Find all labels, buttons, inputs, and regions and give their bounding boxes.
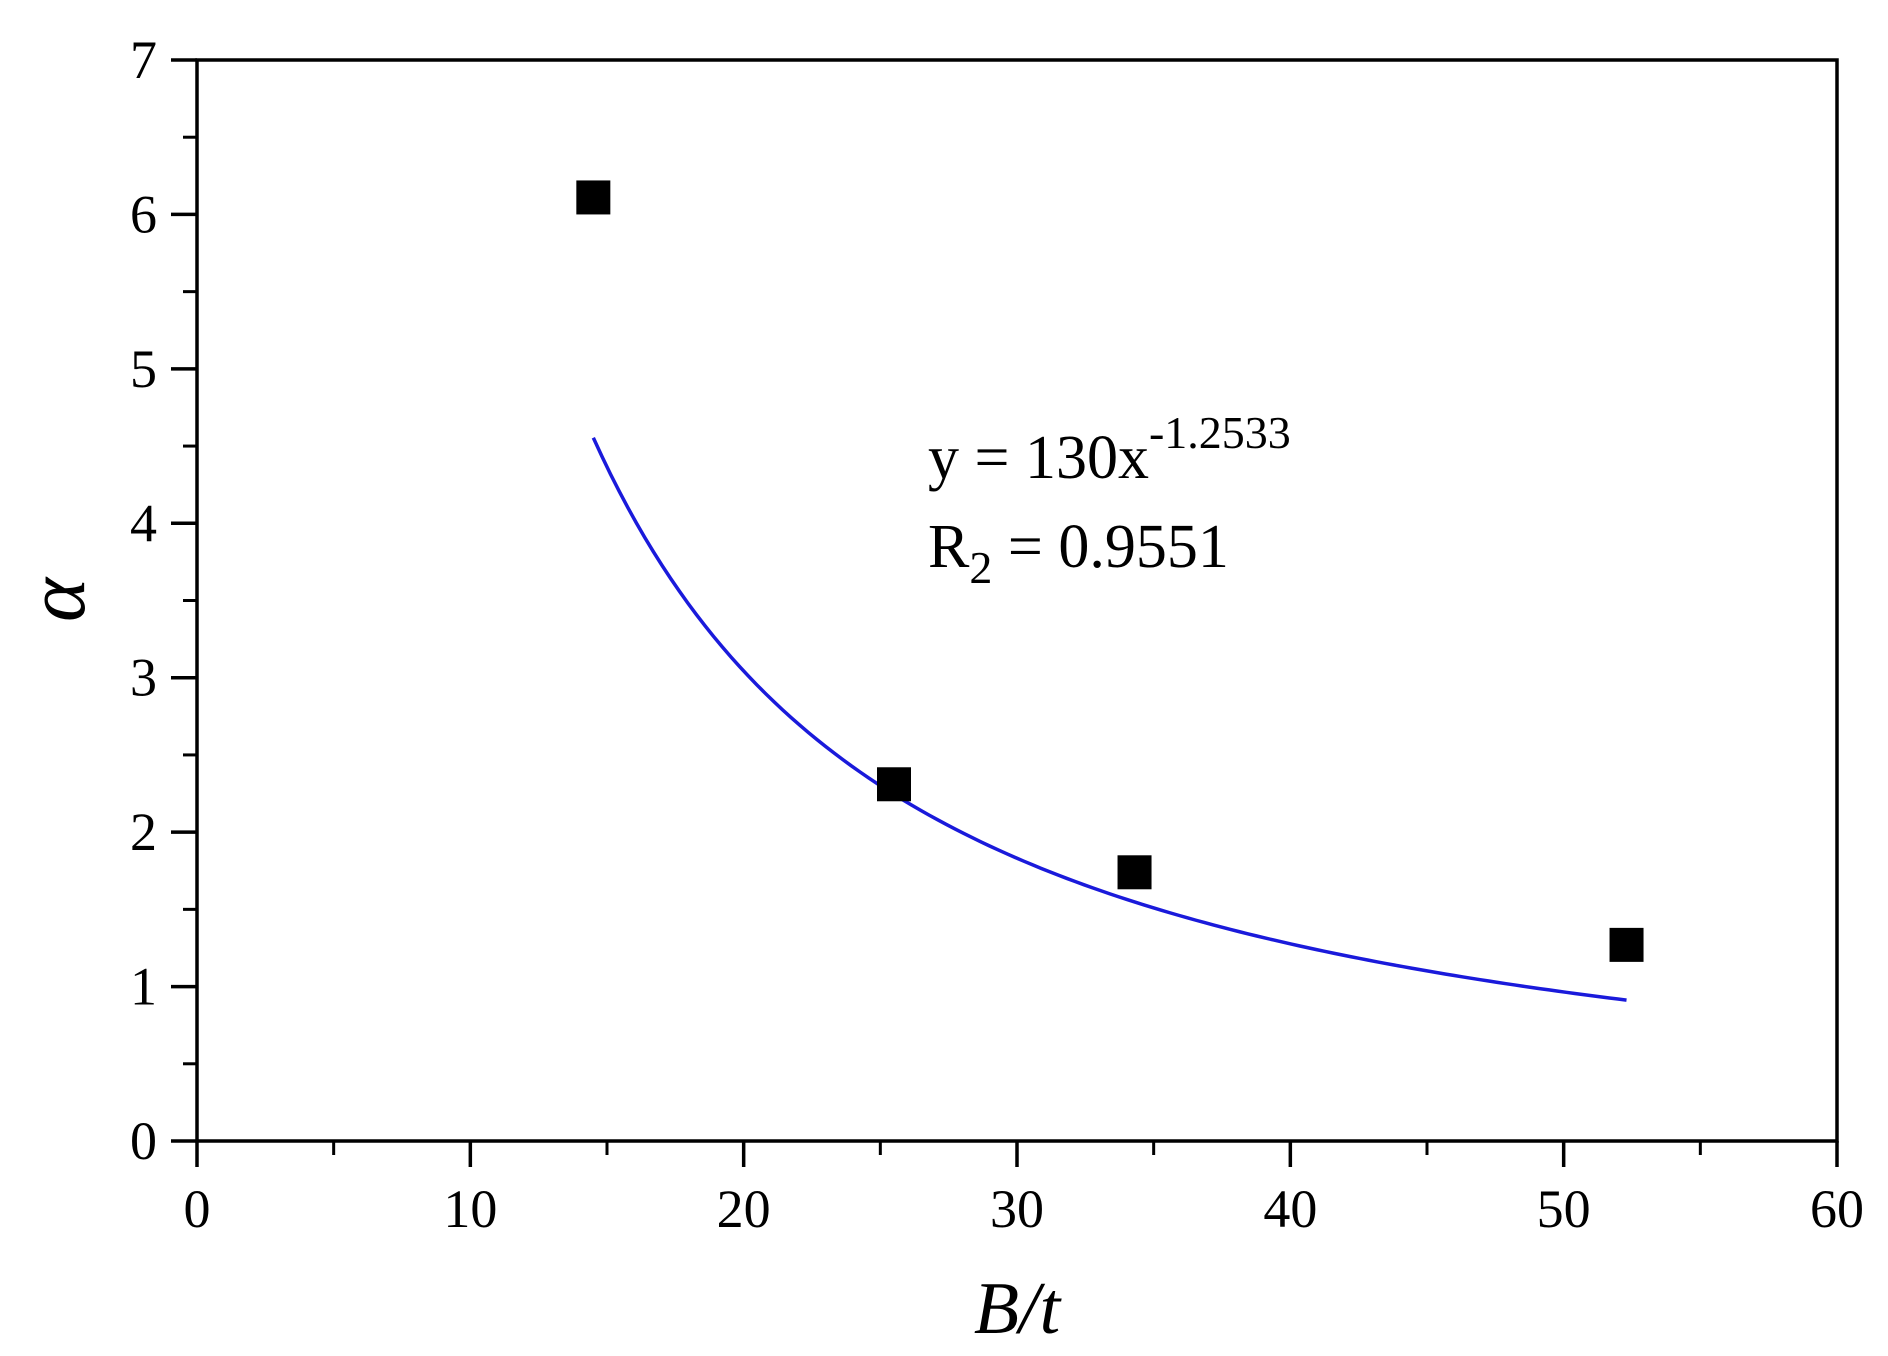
y-tick-label: 2 (130, 802, 157, 862)
r2-label: R (928, 513, 970, 581)
x-tick-label: 30 (990, 1179, 1044, 1239)
plot-area-border (195, 58, 1839, 1143)
x-axis-title: B/t (974, 1268, 1063, 1350)
y-tick-label: 6 (130, 184, 157, 244)
y-tick-label: 4 (130, 493, 157, 553)
y-tick-label: 7 (130, 30, 157, 90)
x-tick-label: 20 (717, 1179, 771, 1239)
x-tick-label: 0 (184, 1179, 211, 1239)
x-axis-ticks (195, 1141, 1839, 1167)
plot-frame (195, 58, 1839, 1143)
y-tick-label: 3 (130, 648, 157, 708)
y-axis-title: α (10, 576, 103, 622)
x-tick-label: 50 (1537, 1179, 1591, 1239)
data-points-layer (576, 180, 1644, 962)
data-point-square (1117, 855, 1152, 890)
y-tick-label: 5 (130, 339, 157, 399)
data-point-square (1609, 927, 1644, 962)
y-tick-label: 1 (130, 957, 157, 1017)
y-axis-ticks (171, 58, 197, 1143)
data-point-square (877, 767, 911, 802)
power-fit-curve (591, 436, 1627, 1002)
x-tick-label: 60 (1810, 1179, 1864, 1239)
x-axis-tick-labels: 0 10 20 30 40 50 60 (184, 1179, 1865, 1239)
fit-r-squared: R2 = 0.9551 (928, 513, 1229, 593)
r2-subscript: 2 (969, 542, 992, 593)
fit-equation-base: y = 130x (928, 424, 1149, 492)
data-point-square (576, 180, 611, 215)
y-axis-tick-labels: 0 1 2 3 4 5 6 7 (130, 30, 157, 1171)
y-tick-label: 0 (130, 1111, 157, 1171)
fit-equation-exponent: -1.2533 (1149, 407, 1291, 458)
fit-equation: y = 130x-1.2533 (928, 407, 1291, 492)
fit-curve-layer (591, 436, 1627, 1002)
r2-value: = 0.9551 (992, 513, 1228, 581)
x-tick-label: 10 (443, 1179, 497, 1239)
x-tick-label: 40 (1263, 1179, 1317, 1239)
